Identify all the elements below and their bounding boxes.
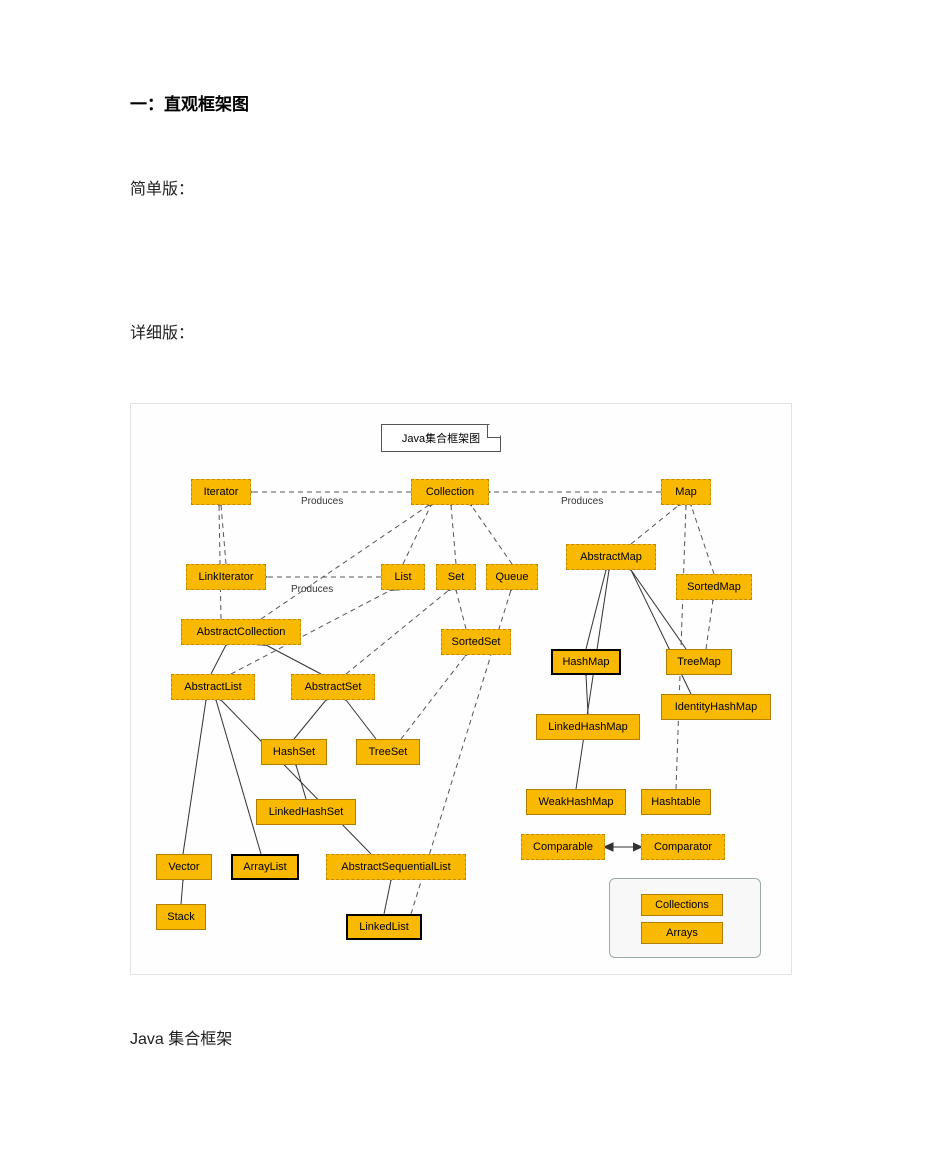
uml-node-queue: Queue	[486, 564, 538, 590]
uml-node-stack: Stack	[156, 904, 206, 930]
uml-node-abstractset: AbstractSet	[291, 674, 375, 700]
uml-node-sortedmap: SortedMap	[676, 574, 752, 600]
page-heading: 一：直观框架图	[130, 90, 815, 115]
diagram-title-note: Java集合框架图	[381, 424, 501, 452]
uml-node-linkedlist: LinkedList	[346, 914, 422, 940]
uml-node-treemap: TreeMap	[666, 649, 732, 675]
uml-node-collections: Collections	[641, 894, 723, 916]
uml-node-linkiterator: LinkIterator	[186, 564, 266, 590]
uml-node-sortedset: SortedSet	[441, 629, 511, 655]
uml-node-collection: Collection	[411, 479, 489, 505]
detail-label: 详细版：	[130, 319, 815, 343]
uml-node-hashmap: HashMap	[551, 649, 621, 675]
uml-node-abstractlist: AbstractList	[171, 674, 255, 700]
uml-node-abstractsequentiallist: AbstractSequentialList	[326, 854, 466, 880]
utility-panel	[609, 878, 761, 958]
uml-node-iterator: Iterator	[191, 479, 251, 505]
uml-node-hashset: HashSet	[261, 739, 327, 765]
edge-label: Produces	[561, 496, 603, 507]
uml-node-list: List	[381, 564, 425, 590]
uml-node-arrays: Arrays	[641, 922, 723, 944]
uml-node-comparator: Comparator	[641, 834, 725, 860]
uml-node-abstractmap: AbstractMap	[566, 544, 656, 570]
diagram-container: Java集合框架图 Iterator Collection Map LinkIterat…	[130, 403, 792, 975]
uml-node-linkedhashset: LinkedHashSet	[256, 799, 356, 825]
edge-label: Produces	[291, 584, 333, 595]
uml-node-weakhashmap: WeakHashMap	[526, 789, 626, 815]
uml-node-vector: Vector	[156, 854, 212, 880]
uml-node-set: Set	[436, 564, 476, 590]
uml-node-arraylist: ArrayList	[231, 854, 299, 880]
uml-node-identityhashmap: IdentityHashMap	[661, 694, 771, 720]
uml-node-comparable: Comparable	[521, 834, 605, 860]
uml-node-abstractcollection: AbstractCollection	[181, 619, 301, 645]
footer-text: Java 集合框架	[130, 1025, 815, 1049]
uml-node-linkedhashmap: LinkedHashMap	[536, 714, 640, 740]
uml-node-treeset: TreeSet	[356, 739, 420, 765]
uml-node-map: Map	[661, 479, 711, 505]
uml-node-hashtable: Hashtable	[641, 789, 711, 815]
simple-label: 简单版：	[130, 175, 815, 199]
edge-label: Produces	[301, 496, 343, 507]
